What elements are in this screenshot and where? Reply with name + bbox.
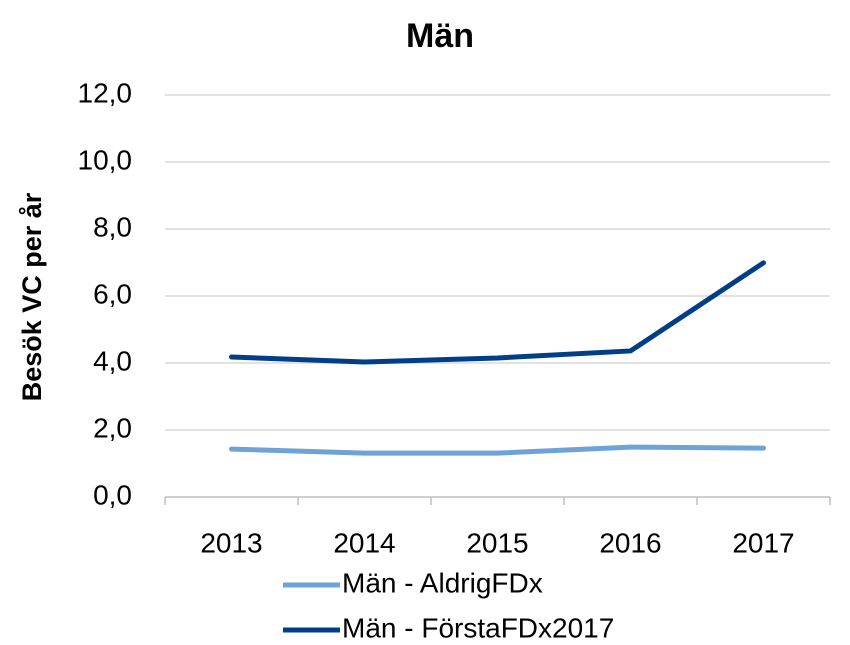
x-tick-label: 2017 <box>732 527 794 558</box>
series-line <box>229 260 766 365</box>
x-tick-label: 2013 <box>200 527 262 558</box>
y-tick-label: 6,0 <box>93 278 132 309</box>
y-axis-label: Besök VC per år <box>17 192 47 401</box>
y-tick-label: 2,0 <box>93 412 132 443</box>
chart-title: Män <box>406 17 474 55</box>
y-tick-label: 4,0 <box>93 345 132 376</box>
x-tick-label: 2016 <box>599 527 661 558</box>
series-line <box>229 444 766 456</box>
y-tick-label: 8,0 <box>93 211 132 242</box>
legend-label: Män - FörstaFDx2017 <box>342 612 614 643</box>
legend-label: Män - AldrigFDx <box>342 567 543 598</box>
y-tick-label: 0,0 <box>93 479 132 510</box>
y-tick-label: 12,0 <box>78 77 133 108</box>
x-tick-label: 2015 <box>466 527 528 558</box>
y-tick-label: 10,0 <box>78 144 133 175</box>
x-tick-label: 2014 <box>333 527 395 558</box>
